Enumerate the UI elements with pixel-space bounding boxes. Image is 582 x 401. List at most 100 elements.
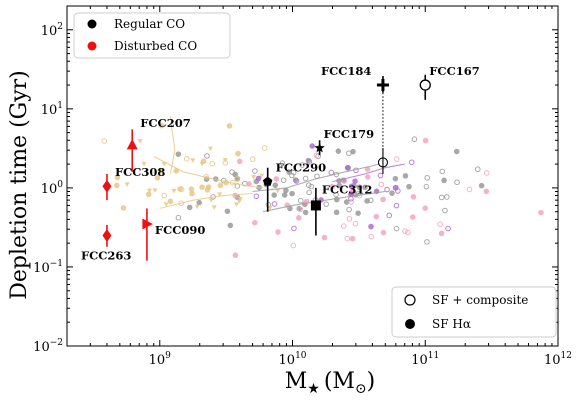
- sample-point-pink: [349, 235, 356, 242]
- sample-point-grey: [306, 189, 312, 196]
- x-axis-title-unit: (M: [324, 369, 355, 394]
- sample-point-purple: [368, 223, 374, 230]
- sample-point-gold: [163, 202, 169, 207]
- sample-point-gold: [188, 186, 195, 192]
- sample-point-grey: [346, 206, 352, 213]
- x-axis-title-unit-sub: ⊙: [355, 381, 367, 397]
- sample-point-pink: [437, 221, 443, 228]
- sample-point-grey: [333, 191, 339, 198]
- sample-point-gold: [189, 190, 195, 197]
- sample-point-gold: [199, 184, 205, 190]
- sample-point-gold: [237, 196, 243, 202]
- sample-point-pink: [275, 229, 281, 235]
- sample-point-grey: [350, 148, 356, 155]
- sample-point-grey: [389, 190, 395, 196]
- sample-point-purple: [395, 188, 401, 194]
- sample-point-gold: [200, 158, 207, 164]
- sample-point-grey: [289, 190, 295, 197]
- sample-point-pink: [321, 234, 328, 241]
- sample-point-gold: [217, 192, 223, 197]
- sample-point-grey: [289, 172, 295, 179]
- sample-point-grey: [411, 136, 418, 143]
- sample-point-gold: [141, 161, 147, 167]
- x-tick-label: 1012: [544, 351, 572, 368]
- legend-disturbed-label: Disturbed CO: [114, 39, 197, 53]
- sample-point-gold: [154, 175, 161, 181]
- legend-sf-composite-label: SF + composite: [432, 293, 528, 307]
- sample-point-gold: [211, 205, 217, 210]
- sample-point-grey: [424, 175, 431, 181]
- sample-point-pink: [483, 170, 490, 176]
- sample-point-grey: [453, 148, 460, 155]
- sample-point-grey: [204, 153, 210, 159]
- sample-point-purple: [352, 178, 358, 184]
- sample-point-purple: [386, 212, 393, 219]
- legend-sf-halpha-label: SF Hα: [432, 317, 471, 331]
- legend-regular-marker: [87, 19, 97, 29]
- y-tick-label: 101: [41, 101, 63, 118]
- fcc184-label: FCC184: [321, 64, 371, 78]
- sample-point-grey: [439, 168, 446, 175]
- sample-point-pink: [409, 214, 416, 220]
- sample-point-purple: [408, 159, 415, 166]
- sample-point-purple: [445, 225, 451, 232]
- sample-point-gold: [234, 202, 240, 207]
- sample-point-gold: [275, 188, 281, 194]
- sample-point-purple: [291, 225, 297, 232]
- sample-point-pink: [422, 205, 429, 211]
- sample-point-gold: [205, 184, 212, 190]
- fcc207-label: FCC207: [140, 116, 190, 130]
- sample-point-grey: [271, 192, 277, 198]
- sample-point-gold: [261, 145, 268, 151]
- fcc179-label: FCC179: [324, 127, 374, 141]
- sample-point-grey: [441, 177, 447, 184]
- sample-point-purple: [253, 193, 260, 200]
- sample-point-pink: [329, 183, 335, 190]
- sample-point-gold: [124, 182, 130, 187]
- fcc090-label: FCC090: [155, 223, 205, 237]
- sample-point-pink: [404, 229, 411, 236]
- sample-point-gold: [167, 198, 174, 205]
- sample-point-grey: [175, 151, 182, 157]
- sample-point-grey: [392, 175, 399, 182]
- sample-point-grey: [474, 166, 481, 173]
- y-axis-title: Depletion time (Gyr): [7, 70, 32, 300]
- sample-point-pink: [341, 223, 347, 229]
- sample-point-pink: [352, 220, 359, 227]
- fcc312-marker: [310, 200, 321, 211]
- sample-point-gold: [217, 182, 224, 189]
- sample-point-purple: [306, 158, 313, 165]
- sample-point-grey: [308, 183, 315, 190]
- sample-point-gold: [208, 146, 214, 152]
- sample-point-pink: [236, 158, 243, 165]
- sample-point-gold: [222, 158, 228, 163]
- sample-point-purple: [377, 172, 384, 179]
- fcc184-marker: [376, 79, 389, 92]
- sample-point-purple: [344, 164, 351, 171]
- sample-point-gold: [194, 204, 200, 210]
- sample-point-grey: [364, 198, 370, 204]
- sample-point-grey: [402, 173, 409, 179]
- y-tick-label: 100: [41, 180, 64, 197]
- sample-track: [252, 161, 386, 193]
- sample-point-pink: [295, 215, 302, 221]
- sample-point-gold: [158, 122, 165, 129]
- fcc263-marker: [102, 228, 112, 242]
- sample-point-purple: [271, 201, 278, 207]
- sample-point-pink: [232, 252, 239, 259]
- sample-point-gold: [235, 150, 241, 157]
- sample-point-gold: [120, 205, 127, 211]
- sample-point-gold: [114, 174, 121, 181]
- sample-point-gold: [226, 123, 233, 129]
- sample-point-grey: [280, 177, 287, 184]
- sample-point-gold: [152, 188, 158, 193]
- plot-frame: [66, 5, 559, 347]
- sample-point-pink: [297, 206, 304, 213]
- sample-point-pink: [483, 188, 490, 195]
- sample-point-grey: [281, 192, 288, 198]
- legend-sf-halpha-marker: [405, 319, 415, 329]
- fcc312-label: FCC312: [322, 182, 372, 196]
- sample-point-purple: [348, 183, 355, 190]
- y-tick-label: 102: [41, 22, 63, 39]
- x-tick-label: 1011: [411, 351, 439, 368]
